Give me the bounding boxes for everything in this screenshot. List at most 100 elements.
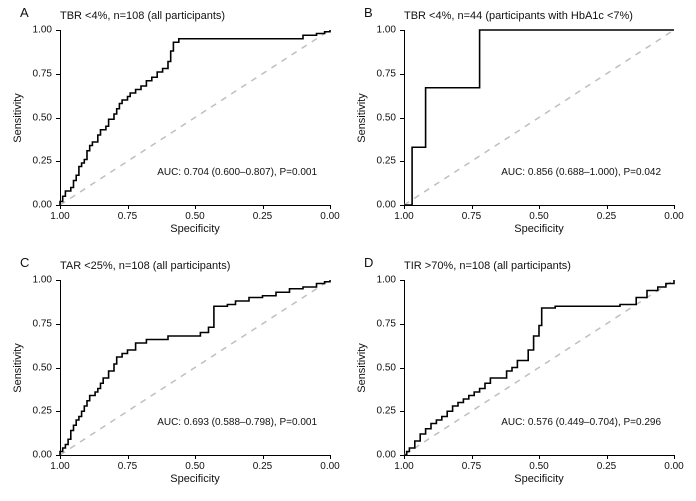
ylabel: Sensitivity [12, 93, 24, 143]
xtick-label: 0.75 [118, 211, 137, 222]
xtick-label: 0.25 [253, 211, 272, 222]
panel-label-A: A [20, 5, 29, 20]
xtick [263, 205, 264, 209]
ytick [400, 161, 404, 162]
ytick [56, 30, 60, 31]
ytick-label: 0.50 [26, 362, 52, 373]
ytick [56, 280, 60, 281]
xtick-label: 1.00 [50, 211, 69, 222]
xtick [60, 455, 61, 459]
xtick-label: 0.50 [185, 461, 204, 472]
ytick-label: 1.00 [26, 25, 52, 36]
ytick-label: 0.25 [26, 406, 52, 417]
ytick-label: 0.75 [370, 318, 396, 329]
reference-diagonal [404, 280, 674, 455]
ytick [56, 455, 60, 456]
xtick-label: 0.00 [320, 461, 339, 472]
xtick-label: 1.00 [50, 461, 69, 472]
ylabel: Sensitivity [356, 343, 368, 393]
xtick-label: 0.50 [529, 211, 548, 222]
ytick-label: 1.00 [370, 25, 396, 36]
panel-title-D: TIR >70%, n=108 (all participants) [404, 260, 571, 272]
ytick-label: 0.50 [370, 362, 396, 373]
ytick [400, 205, 404, 206]
ytick [56, 368, 60, 369]
panel-label-B: B [364, 5, 373, 20]
xtick [60, 205, 61, 209]
auc-text-B: AUC: 0.856 (0.688–1.000), P=0.042 [501, 167, 661, 178]
xtick-label: 0.50 [529, 461, 548, 472]
ytick-label: 1.00 [26, 275, 52, 286]
xtick [330, 205, 331, 209]
ytick [56, 411, 60, 412]
panel-label-D: D [364, 255, 373, 270]
xlabel: Specificity [514, 473, 564, 485]
ytick [400, 324, 404, 325]
panel-title-A: TBR <4%, n=108 (all participants) [60, 10, 225, 22]
xtick-label: 0.75 [462, 211, 481, 222]
xtick [128, 205, 129, 209]
auc-text-C: AUC: 0.693 (0.588–0.798), P=0.001 [157, 417, 317, 428]
xtick-label: 0.75 [118, 461, 137, 472]
ytick [56, 161, 60, 162]
roc-svg-D [404, 280, 674, 455]
ytick-label: 0.00 [370, 450, 396, 461]
xtick-label: 0.00 [320, 211, 339, 222]
xtick [607, 205, 608, 209]
ytick-label: 0.00 [370, 200, 396, 211]
reference-diagonal [404, 30, 674, 205]
xlabel: Specificity [170, 223, 220, 235]
ytick-label: 0.00 [26, 200, 52, 211]
ytick [400, 30, 404, 31]
ytick [400, 368, 404, 369]
xtick [330, 455, 331, 459]
reference-diagonal [60, 280, 330, 455]
ytick-label: 1.00 [370, 275, 396, 286]
roc-figure: ATBR <4%, n=108 (all participants)1.000.… [0, 0, 696, 501]
xtick [195, 205, 196, 209]
ytick [400, 455, 404, 456]
xtick [128, 455, 129, 459]
ylabel: Sensitivity [356, 93, 368, 143]
xtick [674, 205, 675, 209]
xtick-label: 0.00 [664, 211, 683, 222]
ytick [56, 205, 60, 206]
ytick [400, 280, 404, 281]
xtick [263, 455, 264, 459]
ytick [400, 411, 404, 412]
ytick [400, 118, 404, 119]
xtick [674, 455, 675, 459]
xtick-label: 0.75 [462, 461, 481, 472]
xlabel: Specificity [514, 223, 564, 235]
ytick [400, 74, 404, 75]
auc-text-A: AUC: 0.704 (0.600–0.807), P=0.001 [157, 167, 317, 178]
ytick-label: 0.25 [370, 156, 396, 167]
xtick [195, 455, 196, 459]
panel-title-B: TBR <4%, n=44 (participants with HbA1c <… [404, 10, 633, 22]
ytick-label: 0.75 [26, 68, 52, 79]
xtick-label: 1.00 [394, 461, 413, 472]
ylabel: Sensitivity [12, 343, 24, 393]
xtick [539, 205, 540, 209]
reference-diagonal [60, 30, 330, 205]
ytick-label: 0.25 [26, 156, 52, 167]
ytick [56, 118, 60, 119]
roc-svg-A [60, 30, 330, 205]
ytick [56, 74, 60, 75]
ytick-label: 0.25 [370, 406, 396, 417]
ytick-label: 0.50 [26, 112, 52, 123]
panel-title-C: TAR <25%, n=108 (all participants) [60, 260, 230, 272]
xlabel: Specificity [170, 473, 220, 485]
xtick-label: 0.25 [597, 211, 616, 222]
xtick [404, 205, 405, 209]
xtick-label: 0.50 [185, 211, 204, 222]
panel-label-C: C [20, 255, 29, 270]
xtick-label: 0.25 [253, 461, 272, 472]
xtick-label: 0.00 [664, 461, 683, 472]
ytick [56, 324, 60, 325]
roc-svg-B [404, 30, 674, 205]
xtick [607, 455, 608, 459]
ytick-label: 0.50 [370, 112, 396, 123]
auc-text-D: AUC: 0.576 (0.449–0.704), P=0.296 [501, 417, 661, 428]
xtick [404, 455, 405, 459]
